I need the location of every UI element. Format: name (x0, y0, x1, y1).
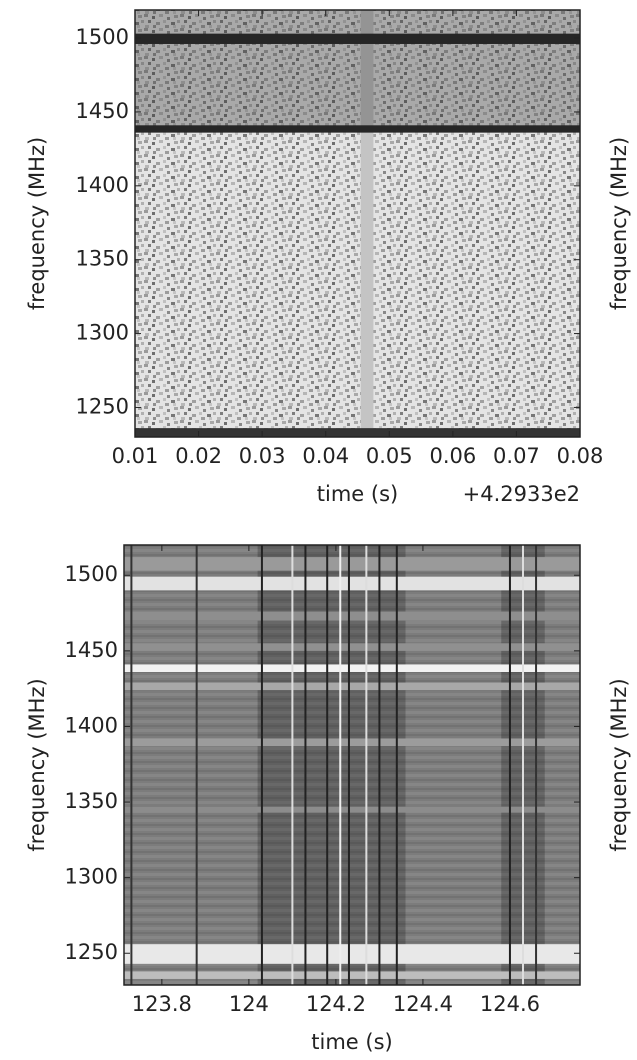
axes-frame (123, 544, 581, 986)
y-axis-label: frequency (MHz) (25, 137, 49, 310)
x-tick-label: 0.05 (366, 444, 413, 468)
y-tick-label: 1350 (76, 247, 129, 271)
x-tick-label: 124.6 (480, 992, 540, 1016)
y-axis-label: frequency (MHz) (25, 678, 49, 851)
x-tick-label: 0.01 (112, 444, 159, 468)
y-tick-label: 1500 (65, 562, 118, 586)
y-tick-label: 1400 (76, 173, 129, 197)
texture (135, 10, 580, 437)
horizontal-band (124, 576, 580, 591)
x-tick-label: 0.03 (239, 444, 286, 468)
y-tick-label: 1400 (65, 713, 118, 737)
panel: 1250 1300 1350 1400 1450 1500 123.8 124 124.2 124… (25, 544, 631, 1054)
horizontal-band (135, 428, 580, 437)
x-tick-label: 124 (229, 992, 269, 1016)
x-tick-label: 0.07 (493, 444, 540, 468)
horizontal-band (124, 664, 580, 673)
y-tick-label: 1450 (65, 638, 118, 662)
x-tick-label: 0.02 (175, 444, 222, 468)
x-tick-label: 0.04 (302, 444, 349, 468)
x-tick-label: 123.8 (132, 992, 192, 1016)
horizontal-band (124, 806, 580, 813)
horizontal-band (124, 557, 580, 571)
horizontal-band (135, 33, 580, 44)
x-tick-label: 124.2 (306, 992, 366, 1016)
panel: 1250 1300 1350 1400 1450 1500 0.01 0.02 0.03 0.04… (25, 9, 631, 506)
y-tick-label: 1250 (65, 940, 118, 964)
x-tick-label: 0.06 (429, 444, 476, 468)
x-axis-label: time (s) (317, 482, 398, 506)
horizontal-band (135, 10, 580, 126)
horizontal-band (124, 738, 580, 747)
right-y-axis-label: frequency (MHz) (607, 678, 631, 851)
y-tick-label: 1450 (76, 99, 129, 123)
y-tick-label: 1350 (65, 789, 118, 813)
x-tick-label: 124.4 (393, 992, 453, 1016)
x-tick-label: 0.08 (557, 444, 604, 468)
offset-text: +4.2933e2 (463, 482, 580, 506)
axes-frame (134, 9, 581, 438)
y-tick-label: 1300 (65, 865, 118, 889)
horizontal-band (135, 125, 580, 133)
x-axis-label: time (s) (311, 1030, 392, 1054)
right-y-axis-label: frequency (MHz) (607, 137, 631, 310)
horizontal-band (124, 643, 580, 651)
horizontal-band (124, 944, 580, 964)
y-tick-label: 1300 (76, 321, 129, 345)
y-tick-label: 1250 (76, 394, 129, 418)
y-tick-label: 1500 (76, 25, 129, 49)
horizontal-band (124, 682, 580, 691)
horizontal-band (124, 971, 580, 979)
vertical-stripe (257, 545, 406, 985)
horizontal-band (124, 611, 580, 621)
vertical-stripe (360, 10, 374, 437)
